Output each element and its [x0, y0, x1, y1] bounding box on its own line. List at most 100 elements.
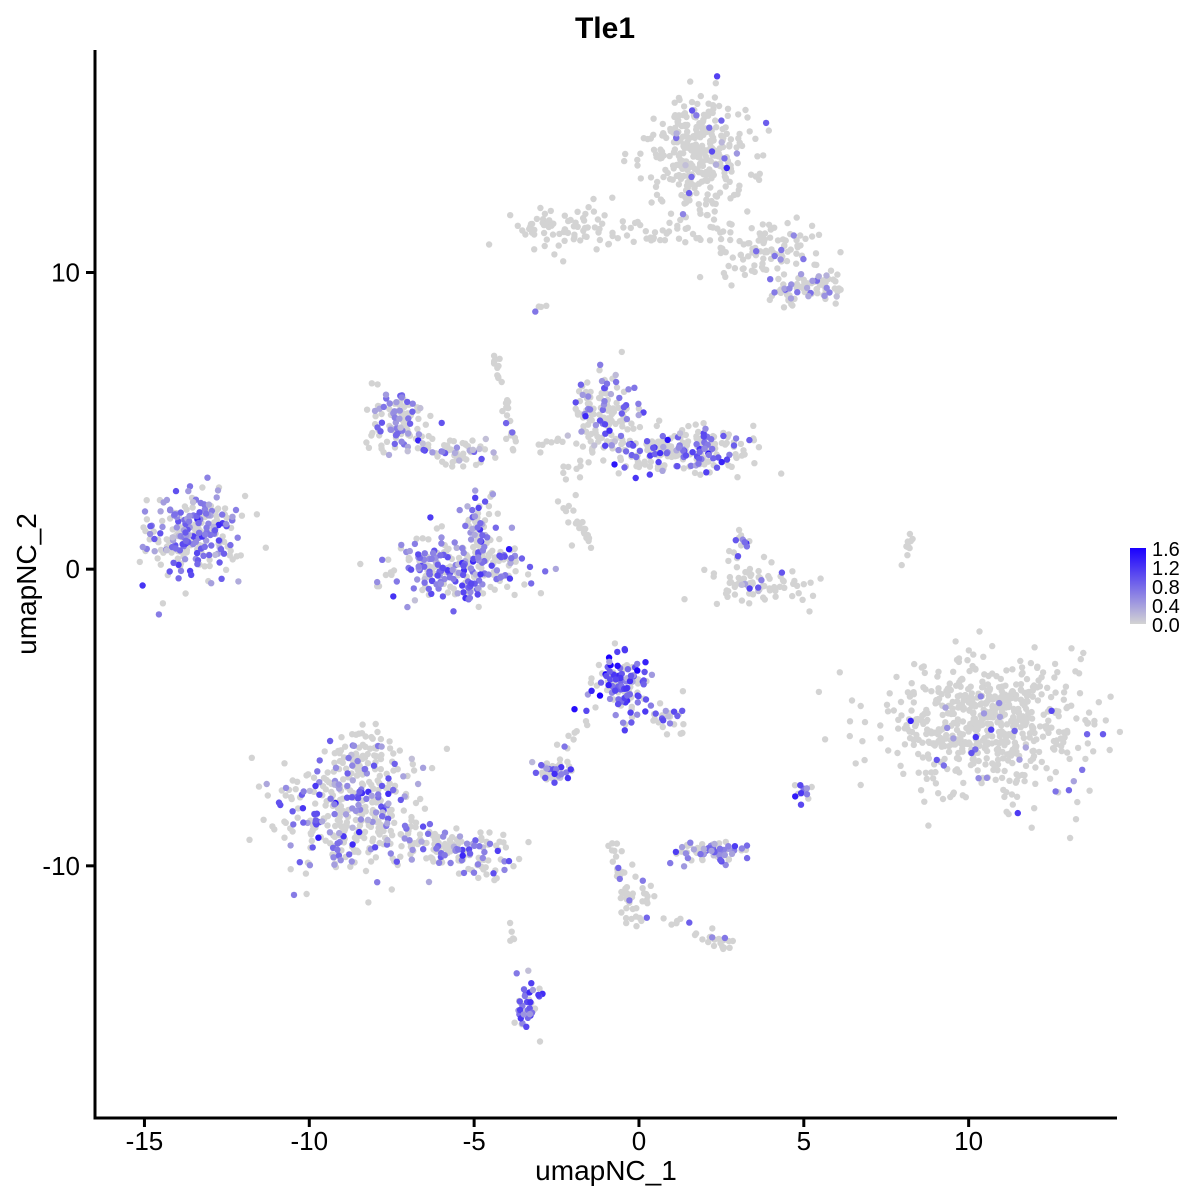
data-point: [481, 543, 488, 551]
data-point: [537, 303, 545, 311]
data-point: [299, 805, 307, 812]
data-point: [767, 276, 774, 283]
data-point: [537, 449, 544, 456]
data-point: [634, 660, 641, 668]
data-point: [668, 921, 675, 928]
data-point: [434, 453, 441, 460]
data-point: [952, 638, 959, 645]
data-point: [305, 771, 312, 778]
data-point: [985, 672, 992, 680]
data-point: [326, 829, 334, 836]
data-point: [780, 304, 788, 311]
data-point: [789, 592, 796, 600]
data-point: [369, 735, 376, 742]
data-point: [601, 212, 608, 219]
data-point: [460, 869, 468, 877]
data-point: [800, 581, 807, 588]
data-point: [613, 384, 621, 391]
data-point: [541, 242, 548, 250]
data-point: [1031, 805, 1038, 812]
data-point: [1064, 749, 1071, 756]
data-point: [609, 194, 616, 201]
data-point: [306, 862, 314, 869]
data-point: [182, 537, 190, 544]
data-point: [157, 561, 164, 568]
data-point: [746, 128, 753, 135]
data-point: [681, 596, 688, 603]
data-point: [163, 547, 170, 554]
data-point: [552, 565, 559, 573]
data-point: [1064, 729, 1071, 736]
data-point: [640, 135, 647, 142]
data-point: [908, 680, 915, 687]
data-point: [630, 425, 637, 432]
data-point: [612, 371, 619, 379]
data-point: [485, 241, 493, 248]
data-point: [621, 727, 628, 734]
data-point: [676, 430, 684, 437]
data-point: [932, 780, 940, 787]
data-point: [718, 139, 725, 146]
data-point: [619, 218, 626, 225]
data-point: [712, 80, 719, 87]
data-point: [715, 102, 723, 110]
data-point: [631, 384, 638, 391]
data-point: [959, 792, 966, 799]
data-point: [508, 555, 515, 562]
data-point: [294, 814, 301, 821]
data-point: [531, 231, 538, 238]
data-point: [969, 662, 976, 670]
data-point: [658, 148, 666, 155]
data-point: [292, 786, 299, 793]
data-point: [923, 718, 930, 725]
data-point: [975, 757, 982, 765]
data-point: [574, 208, 581, 215]
data-point: [391, 760, 398, 768]
x-tick-label: 10: [954, 1126, 983, 1156]
data-point: [1029, 748, 1036, 755]
data-point: [494, 510, 501, 517]
data-point: [336, 829, 343, 837]
data-point: [615, 446, 622, 454]
data-point: [603, 672, 610, 680]
data-point: [494, 372, 501, 379]
data-point: [215, 521, 222, 529]
data-point: [372, 809, 380, 816]
data-point: [741, 271, 749, 279]
data-point: [951, 741, 959, 748]
data-point: [666, 175, 674, 183]
data-point: [404, 603, 411, 611]
data-point: [476, 843, 483, 850]
data-point: [728, 282, 735, 289]
data-point: [332, 822, 339, 830]
data-point: [802, 235, 809, 242]
data-point: [642, 696, 650, 703]
data-point: [823, 272, 830, 279]
data-point: [790, 232, 797, 239]
data-point: [573, 728, 580, 735]
data-point: [663, 731, 671, 738]
data-point: [331, 750, 338, 757]
data-point: [471, 842, 478, 849]
data-point: [674, 225, 681, 232]
data-point: [314, 768, 321, 775]
data-point: [639, 898, 646, 905]
data-point: [904, 538, 911, 545]
data-point: [664, 436, 671, 444]
data-point: [1070, 778, 1078, 785]
data-point: [621, 647, 629, 654]
data-point: [167, 506, 174, 513]
data-point: [922, 769, 929, 776]
data-point: [693, 235, 700, 242]
data-point: [585, 459, 592, 466]
legend-label: 0.8: [1152, 577, 1180, 599]
data-point: [725, 431, 732, 438]
data-point: [442, 461, 449, 468]
data-point: [383, 438, 391, 445]
data-point: [968, 749, 975, 757]
data-point: [174, 555, 181, 562]
data-point: [324, 822, 331, 829]
data-point: [505, 546, 513, 553]
data-point: [727, 136, 735, 143]
